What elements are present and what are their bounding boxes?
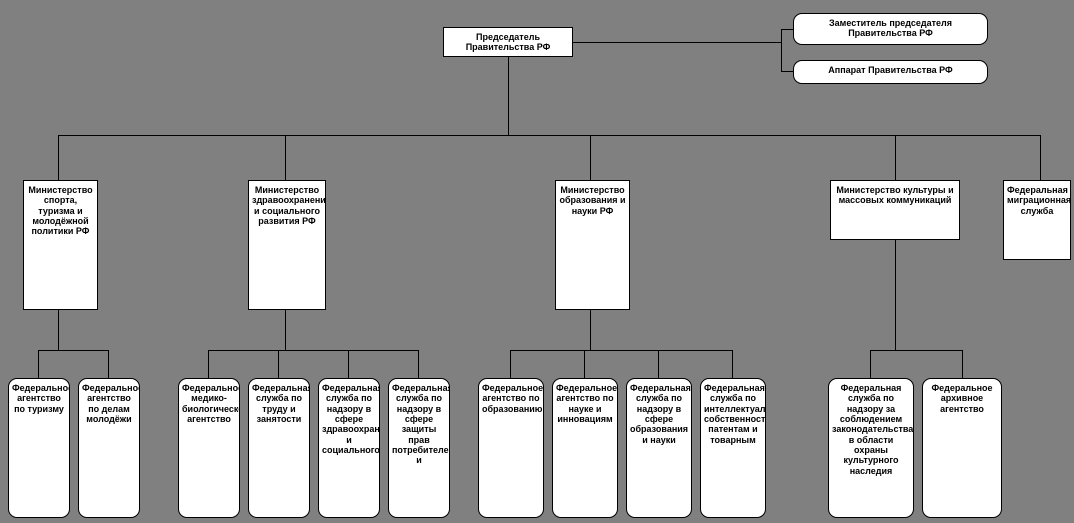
node-a4: Федеральная служба по труду и занятости	[248, 378, 310, 518]
node-a7: Федеральное агентство по образованию	[478, 378, 544, 518]
node-ministry-culture: Министерство культуры и массовых коммуни…	[830, 180, 960, 240]
node-a6: Федеральная служба по надзору в сфере за…	[388, 378, 450, 518]
node-deputy: Заместитель председателя Правительства Р…	[793, 13, 988, 45]
node-migration: Федеральная миграционная служба	[1003, 180, 1071, 260]
node-a1: Федеральное агентство по туризму	[8, 378, 70, 518]
node-a9: Федеральная служба по надзору в сфере об…	[626, 378, 692, 518]
node-ministry-sport: Министерство спорта, туризма и молодёжно…	[23, 180, 98, 310]
node-a10: Федеральная служба по интеллектуальной с…	[700, 378, 766, 518]
node-a3: Федеральное медико-биологическое агентст…	[178, 378, 240, 518]
node-a11: Федеральная служба по надзору за соблюде…	[828, 378, 914, 518]
node-a2: Федеральное агентство по делам молодёжи	[78, 378, 140, 518]
node-ministry-edu: Министерство образования и науки РФ	[555, 180, 630, 310]
node-a8: Федеральное агентство по науке и инновац…	[552, 378, 618, 518]
node-apparat: Аппарат Правительства РФ	[793, 60, 988, 84]
node-a12: Федеральное архивное агентство	[922, 378, 1002, 518]
node-a5: Федеральная служба по надзору в сфере зд…	[318, 378, 380, 518]
node-root: Председатель Правительства РФ	[443, 27, 573, 57]
node-ministry-health: Министерство здравоохранения и социально…	[248, 180, 326, 310]
